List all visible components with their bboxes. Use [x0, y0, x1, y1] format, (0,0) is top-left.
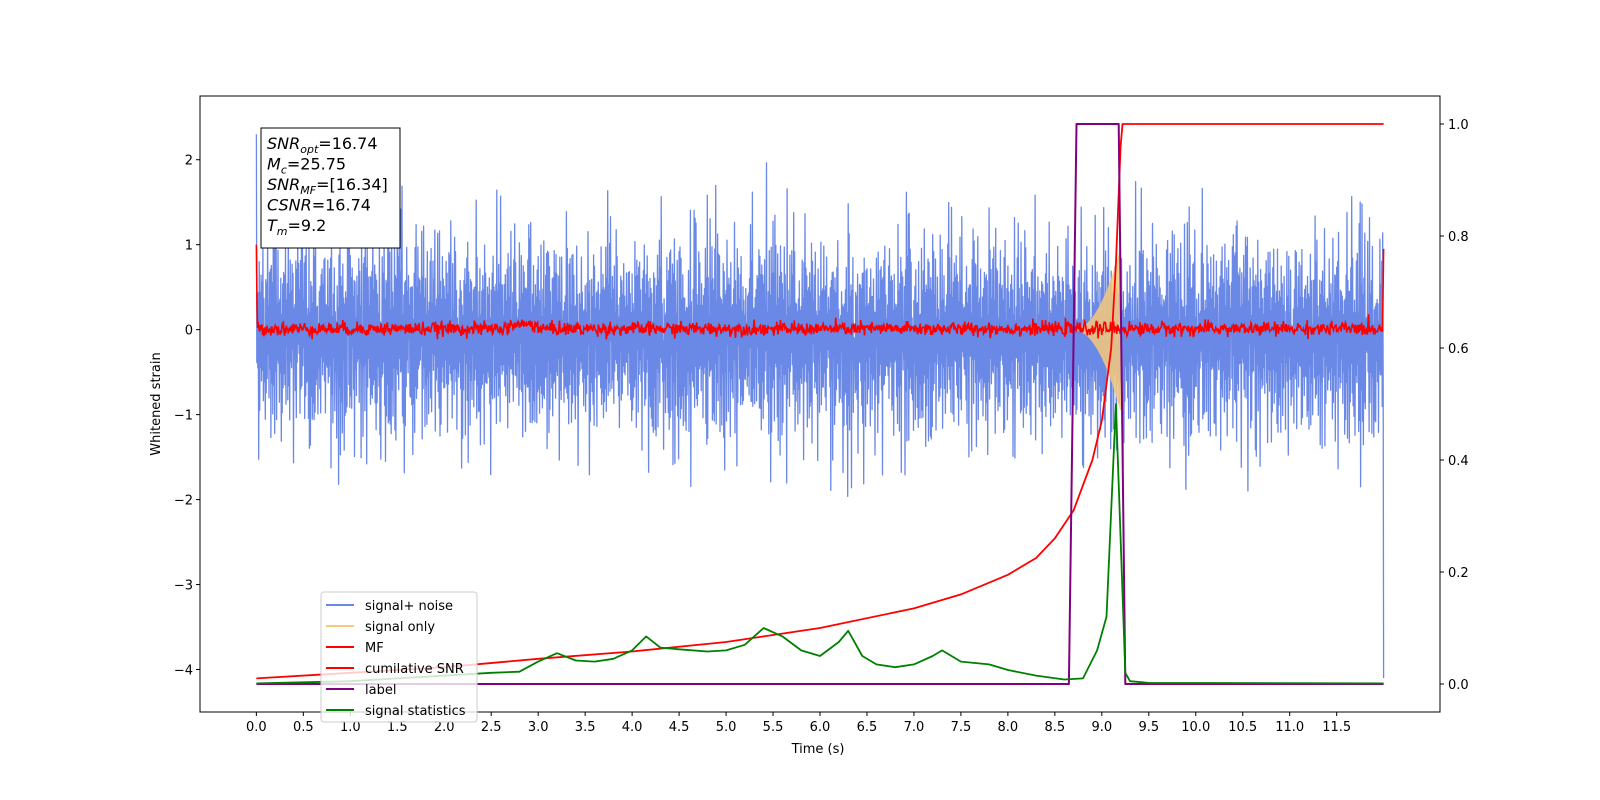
series-label — [256, 123, 1384, 685]
x-tick-label: 9.0 — [1091, 720, 1112, 735]
legend-label: MF — [365, 641, 384, 656]
y-tick-label: −4 — [174, 664, 193, 679]
legend-label: label — [365, 683, 396, 698]
y-tick-label: 0 — [185, 324, 193, 339]
legend-label: signal statistics — [365, 704, 466, 719]
x-tick-label: 5.5 — [763, 720, 784, 735]
y-tick-label: 1 — [185, 239, 193, 254]
y2-tick-label: 0.4 — [1448, 454, 1469, 469]
series-signal-noise — [255, 134, 1385, 679]
info-box: SNRopt=16.74Mc=25.75SNRMF=[16.34]CSNR=16… — [260, 127, 401, 249]
legend-label: cumilative SNR — [365, 662, 464, 677]
x-tick-label: 11.5 — [1322, 720, 1351, 735]
y2-tick-label: 0.2 — [1448, 566, 1469, 581]
x-tick-label: 8.5 — [1045, 720, 1066, 735]
info-line: CSNR=16.74 — [267, 196, 371, 215]
x-tick-label: 2.5 — [481, 720, 502, 735]
x-tick-label: 6.0 — [810, 720, 831, 735]
x-tick-label: 10.0 — [1181, 720, 1210, 735]
info-line: Tm=9.2 — [267, 216, 326, 238]
x-tick-label: 0.5 — [293, 720, 314, 735]
x-tick-label: 4.5 — [669, 720, 690, 735]
y-tick-label: −3 — [174, 579, 193, 594]
y-tick-label: −2 — [174, 494, 193, 509]
series-layer — [255, 123, 1385, 685]
y-tick-label: 2 — [185, 154, 193, 169]
axes-layer: 0.0 0.5 1.0 1.5 2.0 2.5 3.0 3.5 4.0 4.5 5.0 5.5 6.0 6… — [174, 118, 1469, 735]
info-line: SNRMF=[16.34] — [267, 175, 388, 197]
x-tick-label: 3.5 — [575, 720, 596, 735]
y2-tick-label: 0.0 — [1448, 678, 1469, 693]
x-tick-label: 6.5 — [857, 720, 878, 735]
y2-tick-label: 1.0 — [1448, 118, 1469, 133]
y2-tick-label: 0.6 — [1448, 342, 1469, 357]
legend-label: signal+ noise — [365, 599, 453, 614]
x-axis-label: Time (s) — [791, 742, 845, 757]
series-mf — [255, 244, 1385, 340]
x-tick-label: 5.0 — [716, 720, 737, 735]
legend-frame — [320, 591, 478, 723]
x-tick-label: 9.5 — [1138, 720, 1159, 735]
info-box-frame — [260, 127, 401, 249]
x-tick-label: 4.0 — [622, 720, 643, 735]
x-tick-label: 11.0 — [1275, 720, 1304, 735]
y-tick-label: −1 — [174, 409, 193, 424]
x-tick-label: 1.0 — [340, 720, 361, 735]
x-tick-label: 0.0 — [246, 720, 267, 735]
y-axis-label: Whitened strain — [149, 352, 164, 455]
x-tick-label: 7.5 — [951, 720, 972, 735]
x-tick-label: 8.0 — [998, 720, 1019, 735]
x-tick-label: 2.0 — [434, 720, 455, 735]
info-line: Mc=25.75 — [267, 155, 346, 177]
info-line: SNRopt=16.74 — [267, 134, 378, 156]
series-cumulative-snr — [256, 123, 1384, 680]
x-tick-label: 3.0 — [528, 720, 549, 735]
x-tick-label: 1.5 — [387, 720, 408, 735]
legend: signal+ noise signal only MF cumilative SNR… — [320, 591, 478, 723]
x-tick-label: 7.0 — [904, 720, 925, 735]
legend-label: signal only — [365, 620, 435, 635]
x-tick-label: 10.5 — [1228, 720, 1257, 735]
series-signal-statistics — [256, 403, 1384, 685]
y2-tick-label: 0.8 — [1448, 230, 1469, 245]
